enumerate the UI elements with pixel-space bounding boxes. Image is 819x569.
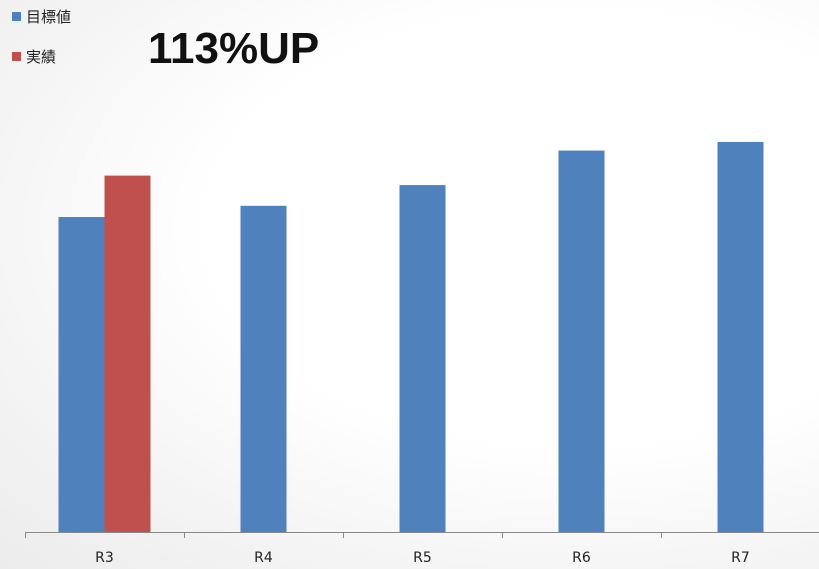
x-tick-label-R3: R3 (95, 550, 114, 566)
legend: 目標値 実績 (12, 6, 71, 86)
legend-label-target: 目標値 (26, 7, 72, 26)
bar-R6-target (558, 150, 605, 532)
bar-R3-actual (104, 175, 151, 532)
bar-R7-target (717, 141, 764, 532)
x-tick-label-R7: R7 (731, 550, 750, 566)
bar-R4-target (240, 205, 287, 532)
legend-label-actual: 実績 (26, 47, 57, 66)
legend-swatch-target (12, 11, 21, 21)
legend-item-actual: 実績 (12, 46, 71, 66)
x-tick-label-R5: R5 (413, 550, 432, 566)
bar-R3-target (58, 217, 105, 533)
bar-R5-target (399, 185, 446, 532)
legend-swatch-actual (12, 51, 21, 61)
legend-item-target: 目標値 (12, 6, 71, 26)
x-tick-label-R4: R4 (254, 550, 273, 566)
headline-annotation: 113%UP (148, 24, 320, 73)
x-tick-label-R6: R6 (572, 550, 591, 566)
